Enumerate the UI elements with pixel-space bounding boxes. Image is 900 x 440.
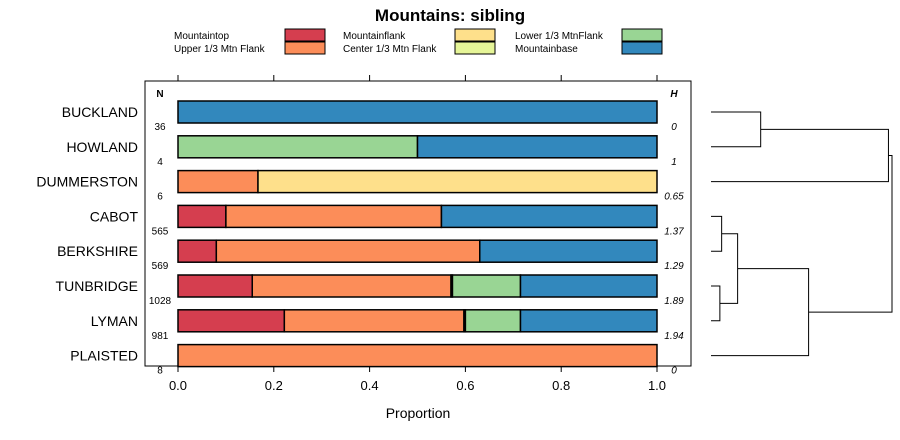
row-label: BUCKLAND xyxy=(62,104,138,120)
bar-segment xyxy=(177,239,218,263)
h-value: 1.94 xyxy=(664,331,684,342)
bar-segment xyxy=(416,135,658,159)
x-tick-label: 0.4 xyxy=(361,378,379,393)
dendrogram-link xyxy=(711,215,723,252)
legend-swatch xyxy=(621,41,663,55)
row-label: TUNBRIDGE xyxy=(56,278,138,294)
row-label: PLAISTED xyxy=(70,348,138,364)
legend-swatch xyxy=(454,28,496,42)
dendrogram-link xyxy=(808,155,893,313)
bar-segment xyxy=(177,135,419,159)
n-value: 8 xyxy=(157,366,163,377)
legend-label: Mountainflank xyxy=(343,31,406,42)
dendrogram-link xyxy=(711,128,889,183)
bar-segment xyxy=(215,239,481,263)
h-value: 0 xyxy=(671,366,677,377)
legend-label: Mountaintop xyxy=(174,31,229,42)
n-value: 4 xyxy=(157,157,163,168)
x-tick-label: 0.0 xyxy=(169,378,187,393)
legend: Mountaintop Upper 1/3 Mtn Flank Mountainfl… xyxy=(174,28,663,55)
bar-segment xyxy=(257,169,658,194)
row-label: LYMAN xyxy=(91,313,138,329)
x-tick-label: 0.6 xyxy=(456,378,474,393)
row-label: DUMMERSTON xyxy=(36,174,138,190)
bar-segment xyxy=(177,274,253,298)
legend-swatch xyxy=(284,41,326,55)
legend-swatch xyxy=(454,41,496,55)
h-value: 1 xyxy=(671,157,677,168)
n-value: 6 xyxy=(157,192,163,203)
bar-segment xyxy=(177,309,286,333)
bar-segment xyxy=(177,100,658,124)
n-value: 569 xyxy=(152,261,169,272)
bar-segment xyxy=(440,204,658,229)
h-header: H xyxy=(670,89,678,100)
n-value: 36 xyxy=(154,122,166,133)
bar-segment xyxy=(519,274,658,298)
x-tick-label: 0.8 xyxy=(552,378,570,393)
row-label: CABOT xyxy=(90,208,139,224)
h-value: 1.37 xyxy=(664,226,684,237)
x-axis: 0.0 0.2 0.4 0.6 0.8 1.0 xyxy=(169,75,666,393)
legend-swatch xyxy=(621,28,663,42)
n-header: N xyxy=(156,89,163,100)
legend-label: Lower 1/3 MtnFlank xyxy=(515,31,604,42)
h-value: 0 xyxy=(671,122,677,133)
bar-segment xyxy=(177,343,658,368)
dendrogram-link xyxy=(711,268,810,357)
bar-segment xyxy=(451,274,522,298)
n-value: 981 xyxy=(152,331,169,342)
row-label: BERKSHIRE xyxy=(57,243,138,259)
bar-segment xyxy=(283,309,465,333)
bar-segment xyxy=(251,274,452,298)
dendrogram-link xyxy=(719,233,739,304)
legend-label: Center 1/3 Mtn Flank xyxy=(343,44,437,55)
bar-segment xyxy=(464,309,522,333)
rows: BUCKLAND 36 0 HOWLAND 4 1 DUMMERSTON 6 0.65 CABOT… xyxy=(36,100,684,377)
n-value: 1028 xyxy=(149,296,172,307)
legend-swatch xyxy=(284,28,326,42)
bar-segment xyxy=(177,204,227,229)
legend-label: Mountainbase xyxy=(515,44,578,55)
dendrogram xyxy=(711,111,893,357)
bar-segment xyxy=(225,204,443,229)
chart-title: Mountains: sibling xyxy=(375,6,525,25)
bar-segment xyxy=(177,169,259,194)
x-tick-label: 0.2 xyxy=(265,378,283,393)
n-value: 565 xyxy=(152,226,169,237)
legend-label: Upper 1/3 Mtn Flank xyxy=(174,44,266,55)
h-value: 1.29 xyxy=(664,261,684,272)
dendrogram-link xyxy=(711,111,762,148)
bar-segment xyxy=(479,239,658,263)
x-tick-label: 1.0 xyxy=(648,378,666,393)
dendrogram-link xyxy=(711,285,721,322)
h-value: 1.89 xyxy=(664,296,684,307)
h-value: 0.65 xyxy=(664,192,684,203)
x-axis-title: Proportion xyxy=(386,405,451,421)
bar-segment xyxy=(519,309,658,333)
row-label: HOWLAND xyxy=(66,139,138,155)
